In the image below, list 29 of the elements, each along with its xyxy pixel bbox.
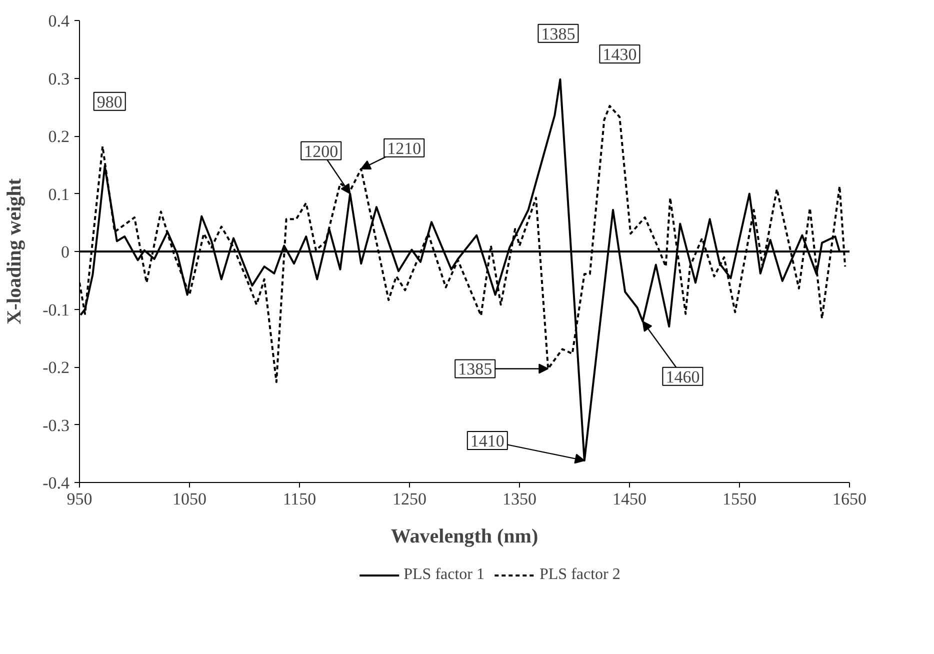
y-tick-label: 0.3 [48, 69, 70, 88]
annotation: 1430 [602, 44, 637, 64]
x-tick-label: 1250 [392, 490, 426, 508]
annotation: 980 [96, 92, 122, 112]
y-tick-label: -0.3 [42, 416, 70, 435]
y-tick-label: -0.4 [42, 474, 70, 492]
y-tick-label: -0.1 [42, 300, 70, 320]
annotation: 1200 [304, 142, 338, 161]
x-tick-label: 950 [66, 490, 92, 508]
annotation: 1410 [470, 432, 504, 451]
legend-label: PLS factor 1 [404, 566, 484, 584]
y-tick-label: 0.4 [48, 12, 70, 30]
y-tick-label: 0.1 [48, 184, 70, 204]
annotation: 1210 [387, 138, 422, 158]
x-tick-label: 1150 [282, 490, 316, 508]
y-axis-title: X-loading weight [4, 178, 26, 325]
y-tick-label: 0.2 [48, 127, 70, 146]
x-tick-label: 1650 [832, 490, 866, 508]
annotation: 1385 [458, 360, 492, 379]
x-tick-label: 1450 [612, 490, 646, 508]
annotation: 1385 [541, 24, 576, 44]
y-tick-label: -0.2 [42, 358, 70, 377]
x-tick-label: 1350 [502, 490, 536, 508]
legend-label: PLS factor 2 [540, 566, 620, 584]
y-tick-label: 0 [61, 242, 70, 262]
x-tick-label: 1050 [172, 490, 206, 508]
x-axis-title: Wavelength (nm) [390, 526, 538, 548]
x-tick-label: 1550 [722, 490, 756, 508]
annotation: 1460 [666, 367, 700, 386]
